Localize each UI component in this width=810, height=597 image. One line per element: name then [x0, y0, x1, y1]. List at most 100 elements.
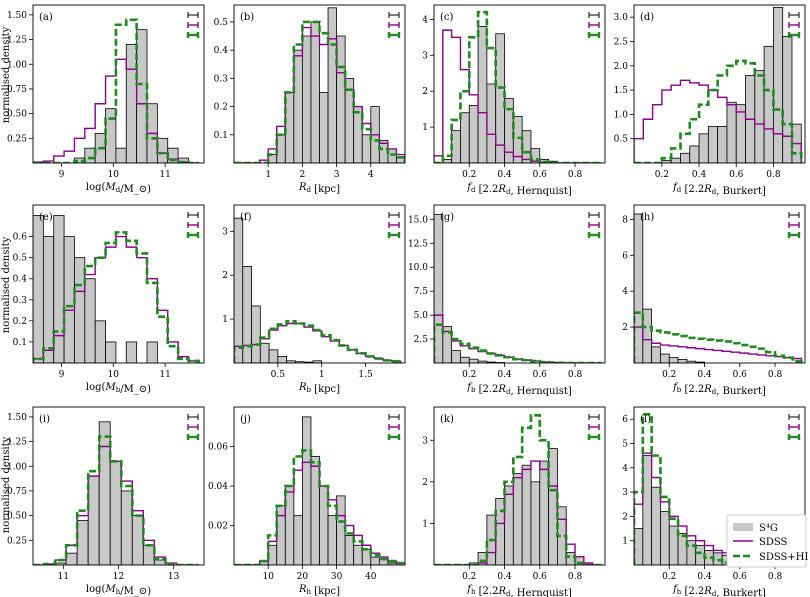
- panel-label-h: (h): [640, 212, 654, 223]
- bar-s4g-g-1: [442, 326, 453, 363]
- bar-s4g-h-4: [668, 357, 679, 363]
- axes-frame-e: [32, 204, 205, 364]
- bar-s4g-c-4: [468, 105, 479, 163]
- bar-s4g-i-3: [65, 552, 78, 565]
- ytick-label-l-4: 5: [622, 439, 628, 449]
- y-axis-label-row-2: normalised density: [1, 236, 12, 333]
- panel-c: (c) 0.2 0.4 0.6 0.8 1 2 3 4 fd [2.2Rd, Hernquist]: [422, 4, 606, 197]
- xtick-label-e-0: 9: [59, 370, 65, 380]
- bar-s4g-a-10: [136, 29, 148, 163]
- panel-label-d: (d): [640, 12, 654, 23]
- ytick-label-a-5: 1.50: [7, 11, 27, 21]
- bar-s4g-f-4: [268, 349, 279, 363]
- ytick-label-a-2: 0.75: [7, 85, 27, 95]
- legend-swatch-s4g: [733, 523, 753, 531]
- xtick-label-k-3: 0.8: [568, 572, 583, 582]
- xtick-label-k-2: 0.6: [533, 572, 548, 582]
- ytick-label-b-3: 0.4: [214, 46, 229, 56]
- bar-s4g-k-7: [495, 498, 505, 565]
- bar-s4g-d-9: [717, 126, 728, 163]
- xtick-label-l-3: 0.8: [768, 572, 783, 582]
- xtick-label-k-0: 0.2: [462, 572, 476, 582]
- xtick-label-f-1: 1: [319, 370, 325, 380]
- plot-area-g: [434, 214, 602, 363]
- bar-s4g-d-10: [726, 101, 737, 163]
- panel-j: (j) 10 20 30 40 0.02 0.04 0.06 Rh [kpc]: [208, 406, 406, 597]
- bar-s4g-e-2: [53, 215, 65, 363]
- axes-frame-k: [433, 406, 606, 566]
- xtick-label-a-0: 9: [59, 170, 65, 180]
- ytick-label-f-2: 3: [222, 227, 228, 237]
- bar-s4g-g-2: [451, 350, 461, 363]
- ytick-label-j-1: 0.04: [208, 482, 228, 492]
- ytick-label-j-0: 0.02: [208, 522, 228, 532]
- ytick-label-d-5: 3.0: [614, 13, 629, 23]
- ytick-label-e-2: 0.3: [13, 296, 28, 306]
- y-axis-label-row-3: normalised density: [1, 436, 12, 533]
- xtick-label-l-1: 0.4: [697, 572, 712, 582]
- xtick-label-c-2: 0.6: [533, 170, 548, 180]
- xtick-label-g-3: 0.8: [568, 370, 583, 380]
- plot-area-e: [33, 215, 201, 363]
- bar-s4g-d-5: [680, 152, 691, 163]
- xtick-label-l-2: 0.6: [733, 572, 748, 582]
- legend-label-sdss-hi: SDSS+HI: [759, 552, 808, 563]
- xlabel-a: log(Md/M_⊙): [86, 182, 151, 195]
- xlabel-l: fh [2.2Rd, Burkert]: [672, 584, 766, 597]
- ytick-label-k-0: 1: [422, 519, 428, 529]
- ytick-label-b-4: 0.5: [214, 18, 229, 28]
- line-sdss-hi-h: [634, 311, 803, 363]
- ytick-label-l-2: 3: [622, 488, 628, 498]
- bar-s4g-k-11: [530, 481, 541, 565]
- xtick-label-l-0: 0.2: [662, 572, 676, 582]
- xtick-label-g-0: 0.2: [462, 370, 476, 380]
- bar-s4g-e-0: [33, 215, 44, 363]
- bar-s4g-j-8: [301, 416, 312, 565]
- bar-s4g-c-1: [442, 159, 453, 163]
- bar-s4g-e-3: [63, 236, 75, 363]
- bar-s4g-k-9: [512, 473, 523, 565]
- xtick-label-d-2: 0.6: [729, 170, 744, 180]
- ytick-label-e-1: 0.2: [13, 317, 27, 327]
- plot-area-j: [234, 416, 405, 565]
- xlabel-b: Rd [kpc]: [298, 182, 340, 195]
- bar-s4g-e-5: [84, 278, 96, 363]
- axes-frame-d: [633, 4, 806, 164]
- xtick-label-j-2: 30: [331, 572, 343, 582]
- panel-g: (g) 0.2 0.4 0.6 0.8 2.5 5.0 7.5 10.0 12.5 15.0 fb […: [408, 204, 606, 397]
- panel-label-g: (g): [440, 212, 454, 223]
- plot-area-h: [634, 213, 803, 363]
- panel-a: (a) 9 10 11 0.25 0.50 0.75 1.00 1.25 1.50 log(Md/M…: [7, 4, 205, 195]
- xtick-label-d-1: 0.4: [692, 170, 707, 180]
- panel-i: (i) 11 12 13 0.25 0.50 0.75 1.00 1.25 1.50 log(Mh/…: [7, 406, 205, 597]
- bar-s4g-d-6: [689, 145, 700, 163]
- bar-s4g-c-7: [495, 33, 505, 163]
- bar-s4g-b-10: [319, 92, 329, 163]
- bar-s4g-i-11: [153, 559, 166, 565]
- bar-s4g-a-7: [105, 108, 117, 163]
- panel-f: (f) 0.5 1 1.5 1 2 3 Rb [kpc]: [222, 204, 406, 395]
- ytick-label-l-1: 2: [622, 512, 628, 522]
- bar-s4g-h-2: [651, 346, 661, 363]
- ytick-label-i-4: 1.25: [7, 438, 27, 448]
- bar-s4g-a-8: [115, 147, 127, 163]
- xtick-label-e-1: 10: [108, 370, 120, 380]
- ytick-label-g-0: 2.5: [414, 335, 429, 345]
- bar-s4g-h-5: [677, 359, 688, 363]
- ytick-label-d-4: 2.5: [614, 37, 629, 47]
- bar-s4g-e-1: [42, 236, 55, 363]
- bar-s4g-g-4: [468, 358, 479, 363]
- bar-s4g-d-14: [763, 45, 774, 163]
- axes-frame-b: [233, 4, 406, 164]
- bar-s4g-d-13: [754, 70, 765, 163]
- bar-s4g-g-3: [460, 356, 470, 363]
- panel-label-k: (k): [440, 414, 454, 425]
- bar-s4g-d-7: [698, 133, 709, 163]
- ytick-label-k-2: 3: [422, 436, 428, 446]
- xlabel-d: fd [2.2Rd, Burkert]: [672, 182, 766, 197]
- xtick-label-h-2: 0.6: [733, 370, 748, 380]
- xtick-label-j-1: 20: [297, 572, 309, 582]
- ytick-label-e-3: 0.4: [13, 275, 28, 285]
- bar-s4g-c-6: [486, 83, 497, 163]
- axes-frame-g: [433, 204, 606, 364]
